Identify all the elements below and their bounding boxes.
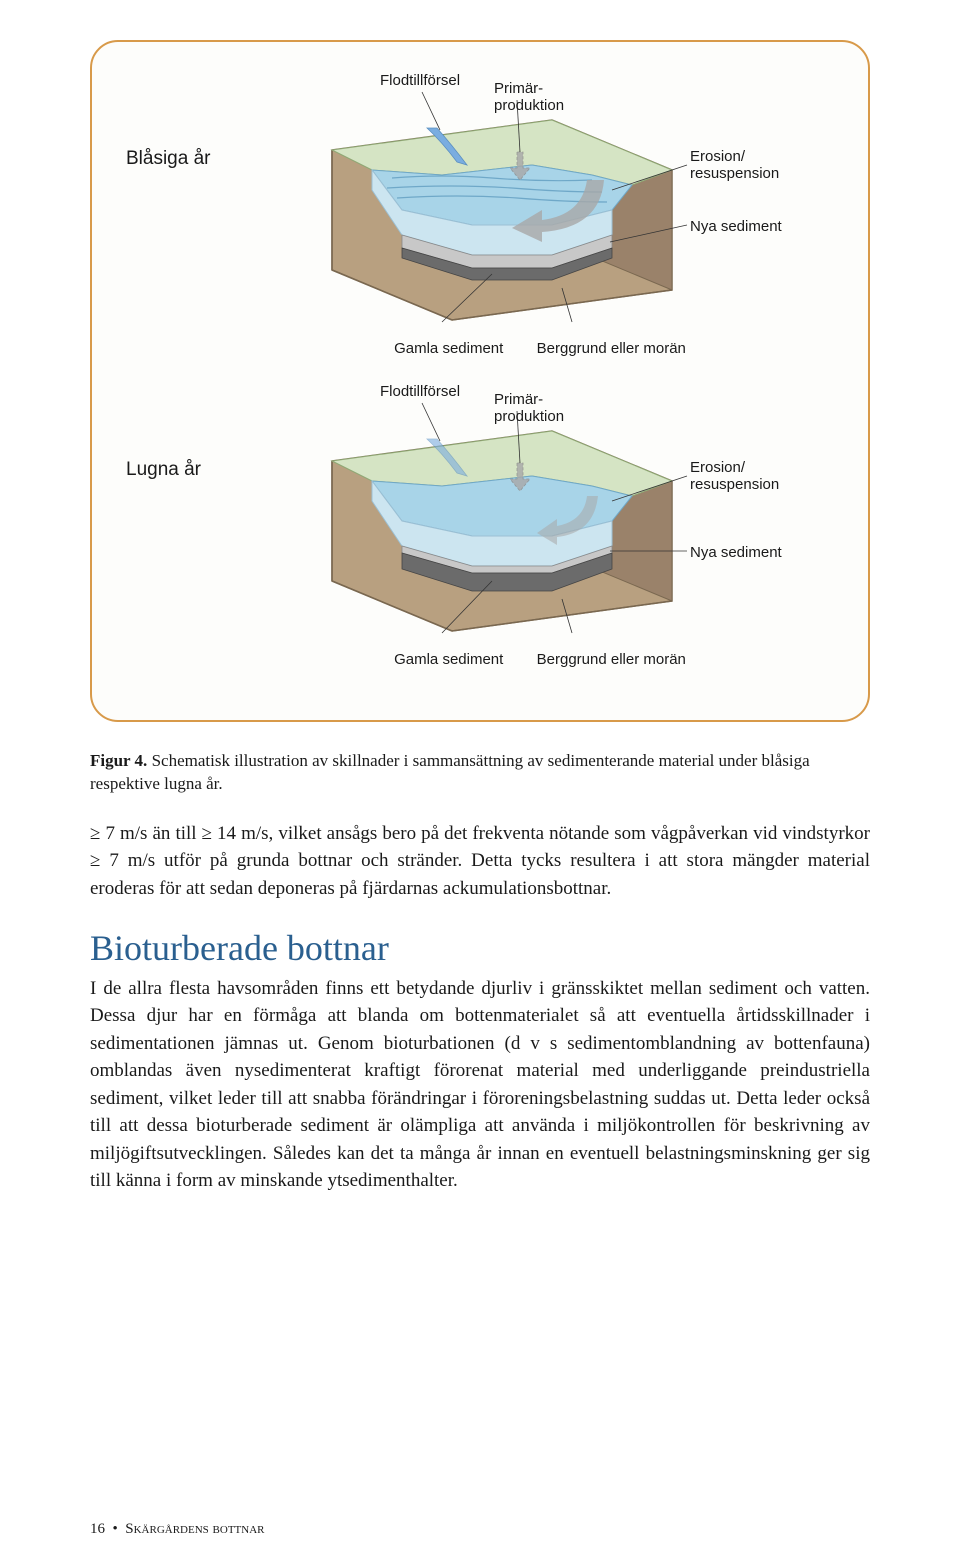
section-heading: Bioturberade bottnar — [90, 927, 870, 969]
caption-bold: Figur 4. — [90, 751, 147, 770]
panel-calm: Lugna år — [112, 381, 848, 668]
label-ero1-2: Erosion/ — [690, 459, 745, 476]
figure-caption: Figur 4. Schematisk illustration av skil… — [90, 750, 870, 796]
label-prod1-2: Primär- — [494, 391, 543, 408]
label-ero1-1: Erosion/ — [690, 148, 745, 165]
label-prod1-1: Primär- — [494, 80, 543, 97]
body-paragraph-2: I de allra flesta havsområden finns ett … — [90, 975, 870, 1195]
label-ero2-2: resuspension — [690, 476, 779, 493]
panel-windy: Blåsiga år — [112, 70, 848, 357]
footer-title: Skärgårdens bottnar — [125, 1521, 264, 1537]
page-footer: 16 • Skärgårdens bottnar — [90, 1521, 264, 1538]
figure-frame: Blåsiga år — [90, 40, 870, 722]
diagram-calm — [292, 381, 692, 641]
label-nya-2: Nya sediment — [690, 544, 782, 561]
diagram-windy — [292, 70, 692, 330]
label-nya-1: Nya sediment — [690, 218, 782, 235]
label-ero2-1: resuspension — [690, 165, 779, 182]
label-flod-1: Flodtillförsel — [380, 72, 460, 89]
label-prod2-2: produktion — [494, 408, 564, 425]
label-prod2-1: produktion — [494, 97, 564, 114]
caption-rest: Schematisk illustration av skillnader i … — [90, 751, 810, 793]
footer-page: 16 — [90, 1521, 105, 1537]
label-flod-2: Flodtillförsel — [380, 383, 460, 400]
body-paragraph-1: ≥ 7 m/s än till ≥ 14 m/s, vilket ansågs … — [90, 820, 870, 903]
